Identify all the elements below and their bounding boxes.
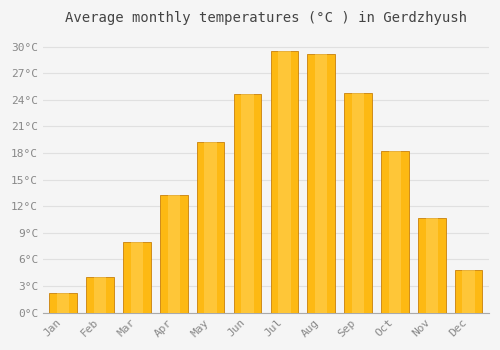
Bar <box>344 93 372 313</box>
Bar <box>426 218 438 313</box>
Bar <box>57 293 70 313</box>
Title: Average monthly temperatures (°C ) in Gerdzhyush: Average monthly temperatures (°C ) in Ge… <box>65 11 467 25</box>
Bar <box>242 93 254 313</box>
Bar <box>197 142 224 313</box>
Bar <box>50 293 77 313</box>
Bar <box>168 195 180 313</box>
Bar <box>86 277 114 313</box>
Bar <box>270 51 298 313</box>
Bar <box>455 270 482 313</box>
Bar <box>123 242 151 313</box>
Bar <box>94 277 106 313</box>
Bar <box>418 218 446 313</box>
Bar <box>381 151 408 313</box>
Bar <box>352 93 364 313</box>
Bar <box>160 195 188 313</box>
Bar <box>278 51 290 313</box>
Bar <box>130 242 143 313</box>
Bar <box>308 54 335 313</box>
Bar <box>204 142 217 313</box>
Bar <box>388 151 401 313</box>
Bar <box>315 54 328 313</box>
Bar <box>234 93 262 313</box>
Bar <box>462 270 475 313</box>
